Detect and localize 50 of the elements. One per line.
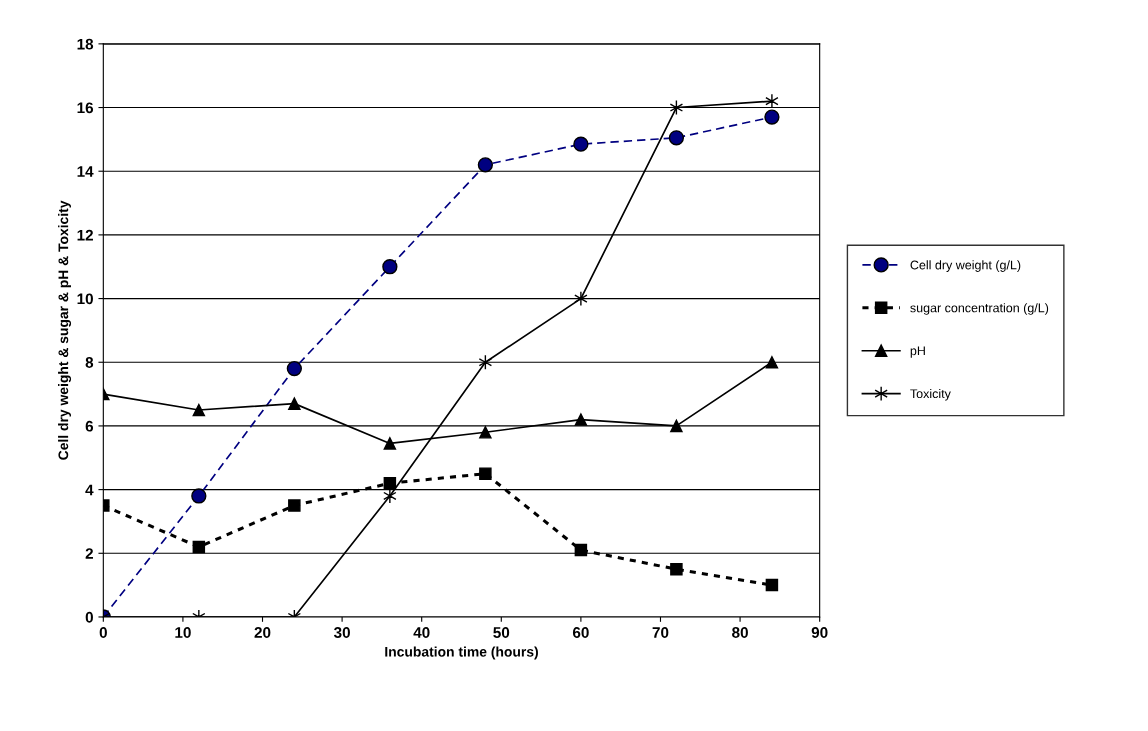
x-tick-label: 60	[572, 627, 589, 638]
x-tick-label: 70	[652, 627, 669, 638]
y-tick-label: 4	[85, 484, 94, 496]
legend-label: Cell dry weight (g/L)	[910, 260, 1021, 272]
point	[765, 356, 779, 369]
x-tick-label: 90	[811, 627, 828, 638]
point	[286, 360, 302, 377]
point	[479, 467, 492, 480]
point	[288, 397, 301, 410]
point	[668, 130, 685, 146]
point	[477, 157, 494, 173]
y-tick-label: 2	[85, 548, 93, 559]
point	[670, 562, 683, 576]
y-tick-label: 12	[77, 229, 93, 241]
x-axis-title: Incubation time (hours)	[385, 646, 538, 660]
point	[383, 488, 397, 504]
y-tick-label: 14	[77, 166, 94, 177]
y-axis-title: Cell dry weight & sugar & pH & Toxicity	[58, 200, 72, 460]
x-tick-label: 40	[413, 627, 430, 638]
point	[765, 93, 779, 109]
x-tick-label: 80	[732, 627, 748, 638]
legend-label: Toxicity	[910, 388, 951, 401]
legend-label: sugar concentration (g/L)	[910, 303, 1049, 315]
point	[573, 136, 589, 152]
point	[764, 109, 780, 125]
point	[574, 543, 588, 557]
point	[574, 413, 588, 426]
y-tick-label: 6	[85, 420, 94, 432]
point	[765, 578, 779, 592]
x-tick-label: 50	[493, 627, 510, 638]
point	[383, 476, 397, 490]
point	[192, 540, 206, 554]
point	[670, 419, 683, 433]
point	[383, 437, 397, 450]
point	[288, 499, 301, 512]
x-tick-label: 0	[99, 627, 107, 638]
x-tick-label: 10	[175, 627, 191, 638]
point	[192, 403, 206, 417]
point	[479, 426, 492, 439]
y-tick-label: 8	[85, 357, 94, 368]
legend-label: pH	[910, 346, 925, 358]
y-tick-label: 10	[77, 293, 93, 305]
point	[574, 290, 588, 307]
y-tick-label: 0	[85, 611, 93, 623]
point	[191, 488, 207, 504]
y-tick-label: 18	[77, 38, 94, 50]
x-tick-label: 30	[333, 627, 350, 638]
point	[382, 259, 398, 275]
x-tick-label: 20	[254, 627, 271, 638]
y-tick-label: 16	[77, 102, 94, 114]
